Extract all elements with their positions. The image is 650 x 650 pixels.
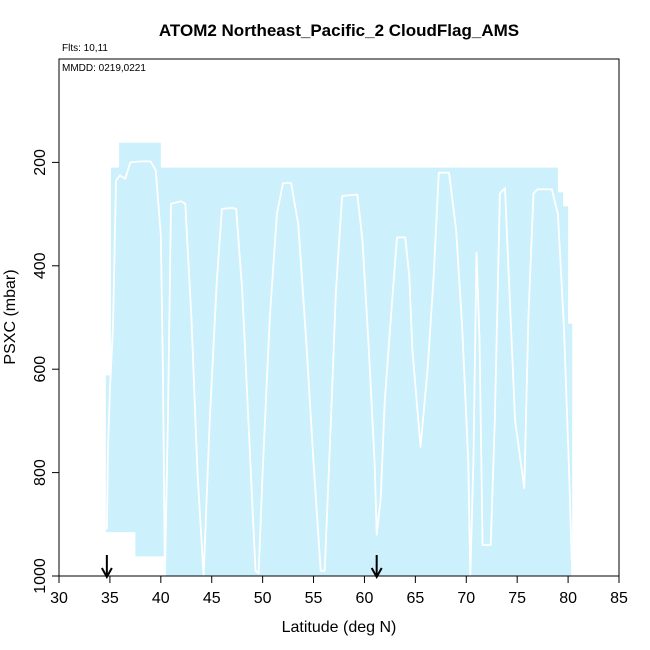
- y-axis-label: PSXC (mbar): [2, 269, 19, 364]
- down-arrow-marker-1: [100, 555, 113, 580]
- y-tick-label-1000: 1000: [32, 558, 49, 594]
- chart-title: ATOM2 Northeast_Pacific_2 CloudFlag_AMS: [159, 21, 519, 40]
- y-tick-label-400: 400: [32, 252, 49, 279]
- x-axis-label: Latitude (deg N): [282, 619, 397, 636]
- x-tick-label-40: 40: [152, 590, 170, 607]
- x-tick-label-50: 50: [254, 590, 272, 607]
- plot-area: [100, 142, 574, 580]
- x-tick-label-75: 75: [508, 590, 526, 607]
- x-tick-label-85: 85: [610, 590, 628, 607]
- cloud-flag-region: [105, 142, 573, 577]
- flights-label: Flts: 10,11: [62, 43, 108, 54]
- x-tick-label-70: 70: [457, 590, 475, 607]
- x-tick-label-60: 60: [356, 590, 374, 607]
- dates-label: MMDD: 0219,0221: [62, 63, 146, 74]
- y-tick-label-200: 200: [32, 149, 49, 176]
- x-axis: 30 35 40 45 50 55 60 65 70 75 80 85: [50, 576, 628, 607]
- y-tick-label-800: 800: [32, 459, 49, 486]
- x-tick-label-45: 45: [203, 590, 221, 607]
- plot-frame: [58, 58, 620, 577]
- y-tick-label-600: 600: [32, 356, 49, 383]
- x-tick-label-65: 65: [406, 590, 424, 607]
- x-tick-label-35: 35: [101, 590, 119, 607]
- x-tick-label-80: 80: [559, 590, 577, 607]
- x-tick-label-55: 55: [305, 590, 323, 607]
- down-arrow-marker-2: [370, 555, 383, 580]
- y-axis: 200 400 600 800 1000: [32, 149, 59, 594]
- x-tick-label-30: 30: [50, 590, 68, 607]
- flight-track-line: [106, 160, 574, 577]
